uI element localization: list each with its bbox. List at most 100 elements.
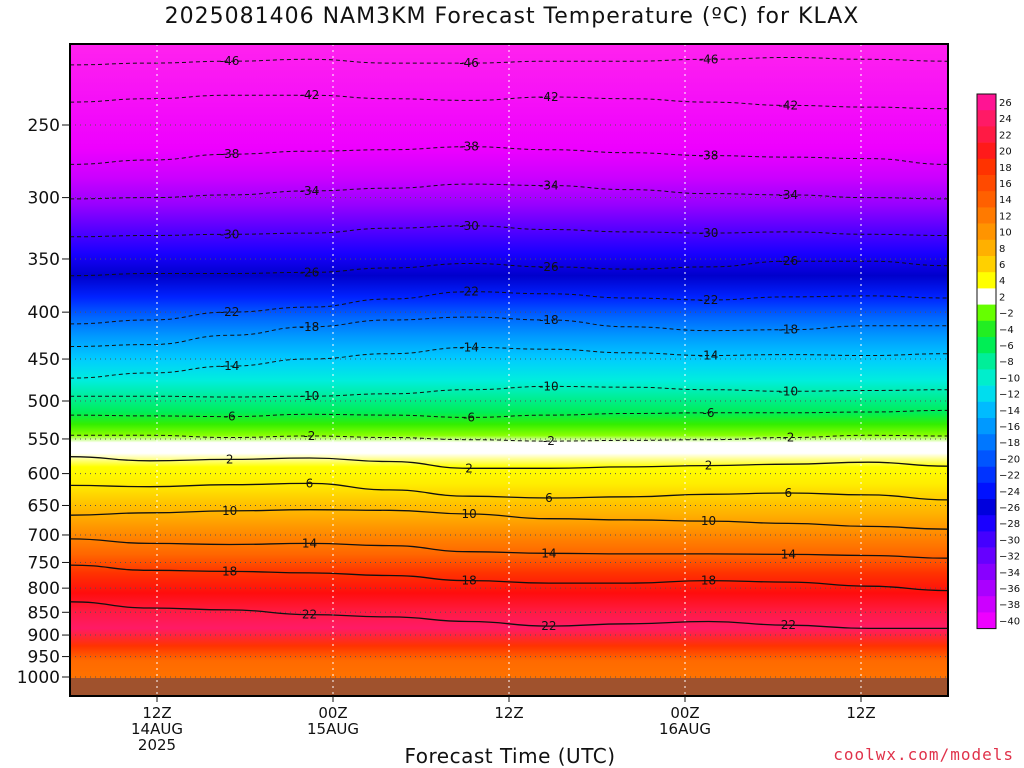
isotherm-label-18: 18 [222, 564, 237, 578]
isotherm-label--14: -14 [459, 340, 479, 354]
x-tick-label: 00Z [670, 704, 699, 722]
isotherm--42 [69, 94, 949, 110]
isotherm-label--26: -26 [539, 260, 559, 274]
y-tick-label-450: 450 [28, 350, 60, 370]
chart-title: 2025081406 NAM3KM Forecast Temperature (… [164, 4, 860, 29]
isotherm-label-14: 14 [302, 536, 317, 550]
y-tick-label-650: 650 [28, 496, 60, 516]
isotherm-label-14: 14 [541, 546, 556, 560]
colorbar-label-−28: −28 [999, 519, 1020, 530]
y-tick-label-550: 550 [28, 430, 60, 450]
colorbar-swatch-−8 [977, 353, 996, 370]
isotherm-label--30: -30 [699, 226, 719, 240]
colorbar-swatch-−14 [977, 401, 996, 419]
isotherm-label-18: 18 [701, 574, 716, 588]
isotherm-label-2: 2 [465, 461, 473, 475]
colorbar-swatch-−12 [977, 385, 996, 403]
colorbar-swatch-−34 [977, 563, 996, 581]
colorbar-swatch-−4 [977, 320, 996, 338]
y-tick-label-300: 300 [28, 189, 60, 209]
colorbar-swatch-−28 [977, 515, 996, 532]
colorbar-label-−4: −4 [999, 325, 1014, 336]
colorbar-label-−36: −36 [999, 584, 1020, 595]
colorbar-swatch-−24 [977, 482, 996, 500]
isotherm-label--10: -10 [300, 389, 320, 403]
colorbar-swatch-20 [977, 142, 996, 160]
isotherm-14 [69, 538, 949, 559]
isotherm-label--18: -18 [539, 313, 559, 327]
x-tick-label: 15AUG [307, 720, 359, 738]
colorbar-swatch-−38 [977, 596, 996, 613]
isotherm-label-22: 22 [781, 618, 796, 632]
colorbar-swatch-−32 [977, 547, 996, 565]
isotherm-label--42: -42 [779, 98, 799, 112]
isotherm-label-6: 6 [306, 476, 314, 490]
isotherm-label--38: -38 [459, 140, 479, 154]
colorbar-label-−16: −16 [999, 422, 1020, 433]
isotherm-6 [69, 482, 949, 501]
colorbar-label-−18: −18 [999, 438, 1020, 449]
isotherm-label-22: 22 [541, 619, 556, 633]
isotherm-label--30: -30 [220, 227, 240, 241]
y-tick-label-400: 400 [28, 303, 60, 323]
isotherm-label--2: -2 [543, 434, 555, 448]
colorbar-label-4: 4 [999, 276, 1005, 287]
isotherm-label--6: -6 [703, 406, 715, 420]
colorbar-label-14: 14 [999, 195, 1012, 206]
colorbar-label-−8: −8 [999, 357, 1014, 368]
y-tick-label-1000: 1000 [17, 668, 60, 688]
colorbar-label-12: 12 [999, 211, 1012, 222]
isotherm-label--18: -18 [779, 323, 799, 337]
colorbar-swatch-−30 [977, 531, 996, 548]
colorbar-frame [976, 93, 997, 630]
colorbar-swatch-10 [977, 223, 996, 241]
isotherm-label--34: -34 [300, 184, 320, 198]
colorbar-swatch-26 [977, 94, 996, 111]
colorbar-swatch-−40 [977, 612, 996, 629]
colorbar-label-−22: −22 [999, 471, 1020, 482]
isotherm-label--30: -30 [459, 219, 479, 233]
x-tick-label: 2025 [138, 736, 176, 754]
colorbar-label-22: 22 [999, 130, 1012, 141]
isotherm-label-2: 2 [226, 452, 234, 466]
colorbar-swatch-−26 [977, 499, 996, 516]
isotherm--22 [69, 291, 949, 325]
x-tick-label: 12Z [142, 704, 171, 722]
colorbar-swatch-−2 [977, 304, 996, 322]
y-tick-label-500: 500 [28, 392, 60, 412]
isotherm--38 [69, 146, 949, 165]
isotherm-label--6: -6 [463, 410, 475, 424]
colorbar-swatch-8 [977, 239, 996, 257]
isotherm-label-6: 6 [785, 486, 793, 500]
y-tick-label-700: 700 [28, 526, 60, 546]
isotherm-label-10: 10 [222, 504, 237, 518]
colorbar-swatch-−10 [977, 369, 996, 386]
colorbar-swatch-16 [977, 175, 996, 192]
colorbar-swatch-−20 [977, 450, 996, 467]
x-tick-label: 16AUG [659, 720, 711, 738]
colorbar-label-−14: −14 [999, 406, 1020, 417]
isotherm--6 [69, 409, 949, 418]
colorbar-swatch-4 [977, 272, 996, 289]
isotherm--26 [69, 260, 949, 277]
colorbar-label-−26: −26 [999, 503, 1020, 514]
credit-link[interactable]: coolwx.com/models [833, 745, 1014, 764]
isotherm--18 [69, 316, 948, 347]
isotherm-22 [69, 601, 948, 630]
isotherm-label--14: -14 [699, 348, 719, 362]
isotherm-label-2: 2 [705, 459, 713, 473]
colorbar-label-−6: −6 [999, 341, 1014, 352]
colorbar-label-−34: −34 [999, 568, 1020, 579]
isotherm-label--46: -46 [459, 56, 479, 70]
isotherm-label--18: -18 [300, 320, 320, 334]
y-tick-label-900: 900 [28, 626, 60, 646]
x-tick-label: 14AUG [131, 720, 183, 738]
colorbar: 26 24 22 20 18 16 14 12 10 8 6 4 2 −2 −4 −6 −8 −10 −12 −14 −… [976, 93, 1020, 630]
isotherm-18 [69, 564, 949, 592]
isotherm-label--46: -46 [699, 52, 719, 66]
x-axis-title: Forecast Time (UTC) [404, 744, 616, 768]
isotherm-label--38: -38 [220, 147, 240, 161]
y-tick-label-600: 600 [28, 465, 60, 485]
colorbar-label-18: 18 [999, 163, 1012, 174]
